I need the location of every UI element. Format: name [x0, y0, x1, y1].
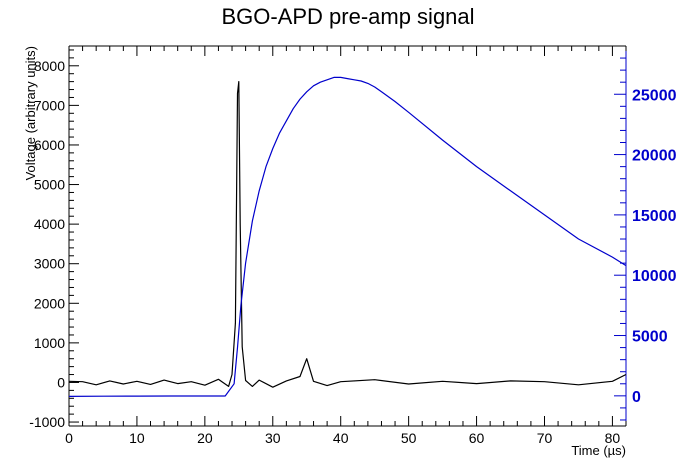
y-tick-label: -1000	[29, 414, 65, 430]
chart-title: BGO-APD pre-amp signal	[221, 4, 474, 29]
x-tick-label: 80	[605, 430, 621, 446]
y2-tick-label: 0	[632, 389, 641, 406]
integrated-signal-line	[68, 76, 627, 397]
y2-tick-label: 25000	[632, 87, 677, 104]
y2-tick-label: 5000	[632, 329, 668, 346]
x-tick-label: 50	[401, 430, 417, 446]
axes-layer: 0 10 20 30 40 50 60 70 80-1000010002000300040005…	[29, 45, 677, 446]
y-tick-label: 5000	[34, 177, 65, 193]
y-tick-label: 4000	[34, 216, 65, 232]
series-layer	[68, 76, 627, 397]
x-tick-label: 30	[265, 430, 281, 446]
x-tick-label: 0	[65, 430, 73, 446]
y-tick-label: 7000	[34, 97, 65, 113]
x-tick-label: 40	[333, 430, 349, 446]
x-tick-label: 20	[197, 430, 213, 446]
x-axis-title: Time (µs)	[571, 443, 626, 458]
x-tick-label: 10	[129, 430, 145, 446]
x-tick-label: 70	[537, 430, 553, 446]
preamp-signal-line	[68, 80, 627, 388]
y-tick-label: 8000	[34, 58, 65, 74]
y-tick-label: 6000	[34, 137, 65, 153]
y-tick-label: 0	[57, 374, 65, 390]
y2-tick-label: 20000	[632, 148, 677, 165]
y2-tick-label: 15000	[632, 208, 677, 225]
y-tick-label: 1000	[34, 335, 65, 351]
x-tick-label: 60	[469, 430, 485, 446]
y2-tick-label: 10000	[632, 268, 677, 285]
y-axis-title: Voltage (arbitrary units)	[23, 46, 38, 180]
y-tick-label: 3000	[34, 256, 65, 272]
y-tick-label: 2000	[34, 295, 65, 311]
